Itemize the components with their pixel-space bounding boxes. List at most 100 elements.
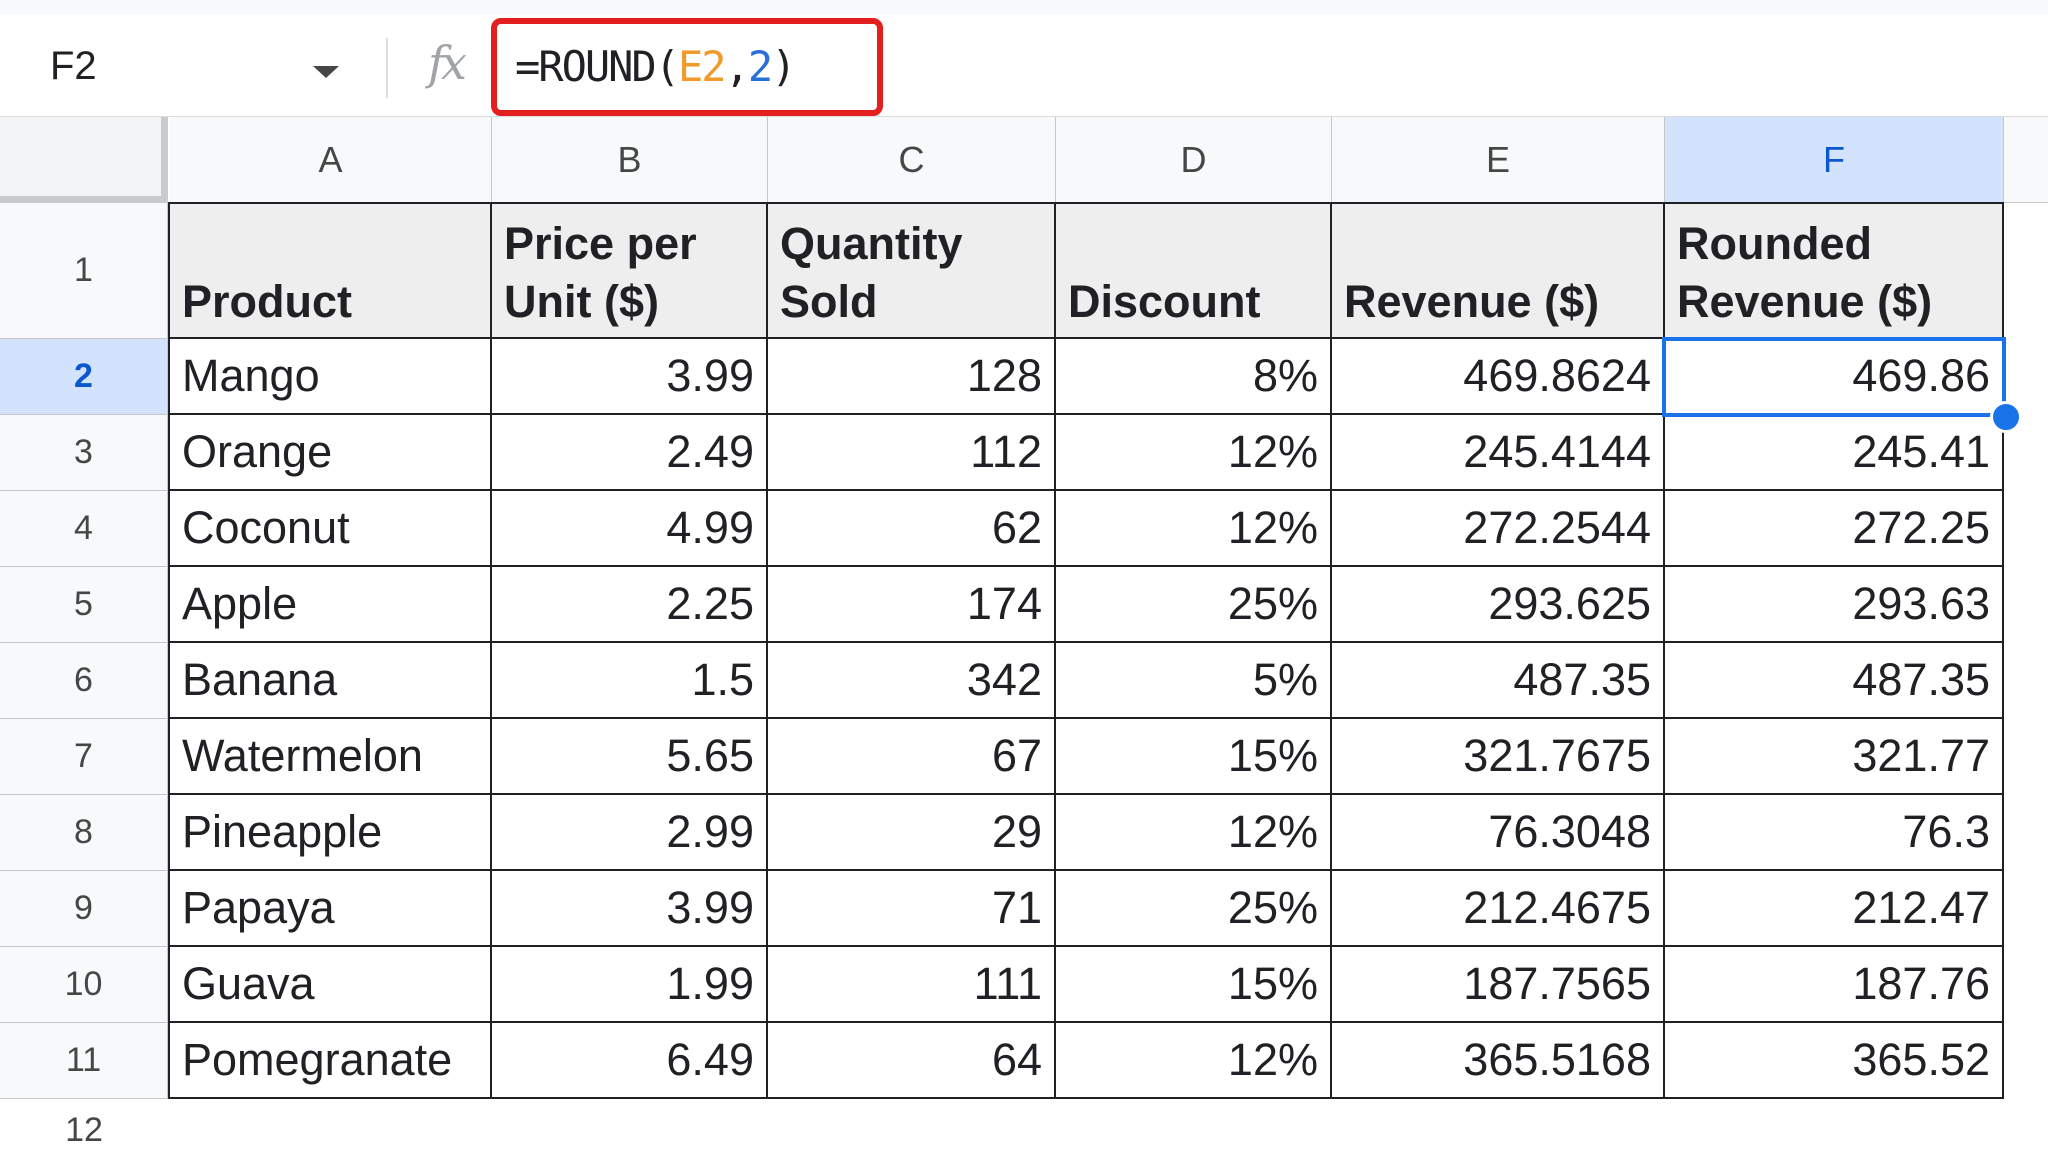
- row-header-5[interactable]: 5: [0, 567, 168, 643]
- cell-c11[interactable]: 64: [768, 1023, 1056, 1099]
- formula-suffix: ): [771, 42, 796, 91]
- row-header-1[interactable]: 1: [0, 203, 168, 339]
- cell-e7[interactable]: 321.7675: [1332, 719, 1665, 795]
- row-header-9[interactable]: 9: [0, 871, 168, 947]
- cell-e6[interactable]: 487.35: [1332, 643, 1665, 719]
- column-header-e[interactable]: E: [1332, 117, 1665, 203]
- column-header-c[interactable]: C: [768, 117, 1056, 203]
- cell-a9[interactable]: Papaya: [170, 871, 492, 947]
- name-box[interactable]: F2: [50, 44, 97, 88]
- cell-d8[interactable]: 12%: [1056, 795, 1332, 871]
- cell-c2[interactable]: 128: [768, 339, 1056, 415]
- cell-f11[interactable]: 365.52: [1665, 1023, 2004, 1099]
- cell-f7[interactable]: 321.77: [1665, 719, 2004, 795]
- cell-c5[interactable]: 174: [768, 567, 1056, 643]
- cell-a7[interactable]: Watermelon: [170, 719, 492, 795]
- cell-a10[interactable]: Guava: [170, 947, 492, 1023]
- cell-a3[interactable]: Orange: [170, 415, 492, 491]
- cell-b4[interactable]: 4.99: [492, 491, 768, 567]
- column-header-d[interactable]: D: [1056, 117, 1332, 203]
- column-header-b[interactable]: B: [492, 117, 768, 203]
- row-header-6[interactable]: 6: [0, 643, 168, 719]
- cell-a2[interactable]: Mango: [170, 339, 492, 415]
- cell-f8[interactable]: 76.3: [1665, 795, 2004, 871]
- cell-b5[interactable]: 2.25: [492, 567, 768, 643]
- column-header-f[interactable]: F: [1665, 117, 2004, 203]
- chevron-down-icon[interactable]: [306, 52, 346, 92]
- cell-d3[interactable]: 12%: [1056, 415, 1332, 491]
- cell-e11[interactable]: 365.5168: [1332, 1023, 1665, 1099]
- cell-e3[interactable]: 245.4144: [1332, 415, 1665, 491]
- cell-a5[interactable]: Apple: [170, 567, 492, 643]
- cell-c4[interactable]: 62: [768, 491, 1056, 567]
- cell-f5[interactable]: 293.63: [1665, 567, 2004, 643]
- cell-e9[interactable]: 212.4675: [1332, 871, 1665, 947]
- cell-c8[interactable]: 29: [768, 795, 1056, 871]
- cell-e10[interactable]: 187.7565: [1332, 947, 1665, 1023]
- window-top-strip: [0, 0, 2048, 14]
- cell-b8[interactable]: 2.99: [492, 795, 768, 871]
- cell-a6[interactable]: Banana: [170, 643, 492, 719]
- column-header-empty: [2004, 117, 2048, 203]
- cell-d10[interactable]: 15%: [1056, 947, 1332, 1023]
- cell-c7[interactable]: 67: [768, 719, 1056, 795]
- fill-handle[interactable]: [1990, 401, 2022, 433]
- cell-c3[interactable]: 112: [768, 415, 1056, 491]
- cell-d4[interactable]: 12%: [1056, 491, 1332, 567]
- cell-d7[interactable]: 15%: [1056, 719, 1332, 795]
- cell-f9[interactable]: 212.47: [1665, 871, 2004, 947]
- cell-f2[interactable]: 469.86: [1665, 339, 2004, 415]
- cell-c10[interactable]: 111: [768, 947, 1056, 1023]
- cell-b6[interactable]: 1.5: [492, 643, 768, 719]
- formula-digits-arg: 2: [747, 42, 773, 91]
- cell-f10[interactable]: 187.76: [1665, 947, 2004, 1023]
- header-cell-a[interactable]: Product: [170, 203, 492, 339]
- column-header-a[interactable]: A: [170, 117, 492, 203]
- cell-d2[interactable]: 8%: [1056, 339, 1332, 415]
- header-cell-c[interactable]: Quantity Sold: [768, 203, 1056, 339]
- formula-bar-divider: [386, 38, 388, 98]
- cell-b7[interactable]: 5.65: [492, 719, 768, 795]
- formula-input[interactable]: =ROUND(E2,2): [515, 42, 797, 91]
- row-header-4[interactable]: 4: [0, 491, 168, 567]
- row-header-2[interactable]: 2: [0, 339, 168, 415]
- formula-separator: ,: [724, 42, 750, 91]
- row-header-12[interactable]: 12: [65, 1111, 103, 1149]
- header-cell-b[interactable]: Price per Unit ($): [492, 203, 768, 339]
- cell-c6[interactable]: 342: [768, 643, 1056, 719]
- cell-a4[interactable]: Coconut: [170, 491, 492, 567]
- cell-e8[interactable]: 76.3048: [1332, 795, 1665, 871]
- cell-e5[interactable]: 293.625: [1332, 567, 1665, 643]
- cell-d11[interactable]: 12%: [1056, 1023, 1332, 1099]
- cell-f3[interactable]: 245.41: [1665, 415, 2004, 491]
- header-cell-d[interactable]: Discount: [1056, 203, 1332, 339]
- cell-f6[interactable]: 487.35: [1665, 643, 2004, 719]
- grid-top-border: [168, 202, 2004, 204]
- cell-d6[interactable]: 5%: [1056, 643, 1332, 719]
- row-header-7[interactable]: 7: [0, 719, 168, 795]
- cell-d9[interactable]: 25%: [1056, 871, 1332, 947]
- row-header-8[interactable]: 8: [0, 795, 168, 871]
- cell-e4[interactable]: 272.2544: [1332, 491, 1665, 567]
- cell-a8[interactable]: Pineapple: [170, 795, 492, 871]
- cell-b2[interactable]: 3.99: [492, 339, 768, 415]
- formula-prefix: =ROUND(: [515, 42, 680, 91]
- row-header-10[interactable]: 10: [0, 947, 168, 1023]
- row-header-3[interactable]: 3: [0, 415, 168, 491]
- grid-left-border: [168, 203, 170, 1099]
- formula-highlight-box: [491, 18, 883, 116]
- select-all-corner[interactable]: [0, 117, 168, 203]
- cell-c9[interactable]: 71: [768, 871, 1056, 947]
- formula-cell-ref: E2: [678, 42, 727, 91]
- row-header-11[interactable]: 11: [0, 1023, 168, 1099]
- cell-b10[interactable]: 1.99: [492, 947, 768, 1023]
- cell-b11[interactable]: 6.49: [492, 1023, 768, 1099]
- header-cell-e[interactable]: Revenue ($): [1332, 203, 1665, 339]
- cell-b3[interactable]: 2.49: [492, 415, 768, 491]
- cell-f4[interactable]: 272.25: [1665, 491, 2004, 567]
- cell-e2[interactable]: 469.8624: [1332, 339, 1665, 415]
- cell-a11[interactable]: Pomegranate: [170, 1023, 492, 1099]
- cell-b9[interactable]: 3.99: [492, 871, 768, 947]
- cell-d5[interactable]: 25%: [1056, 567, 1332, 643]
- header-cell-f[interactable]: Rounded Revenue ($): [1665, 203, 2004, 339]
